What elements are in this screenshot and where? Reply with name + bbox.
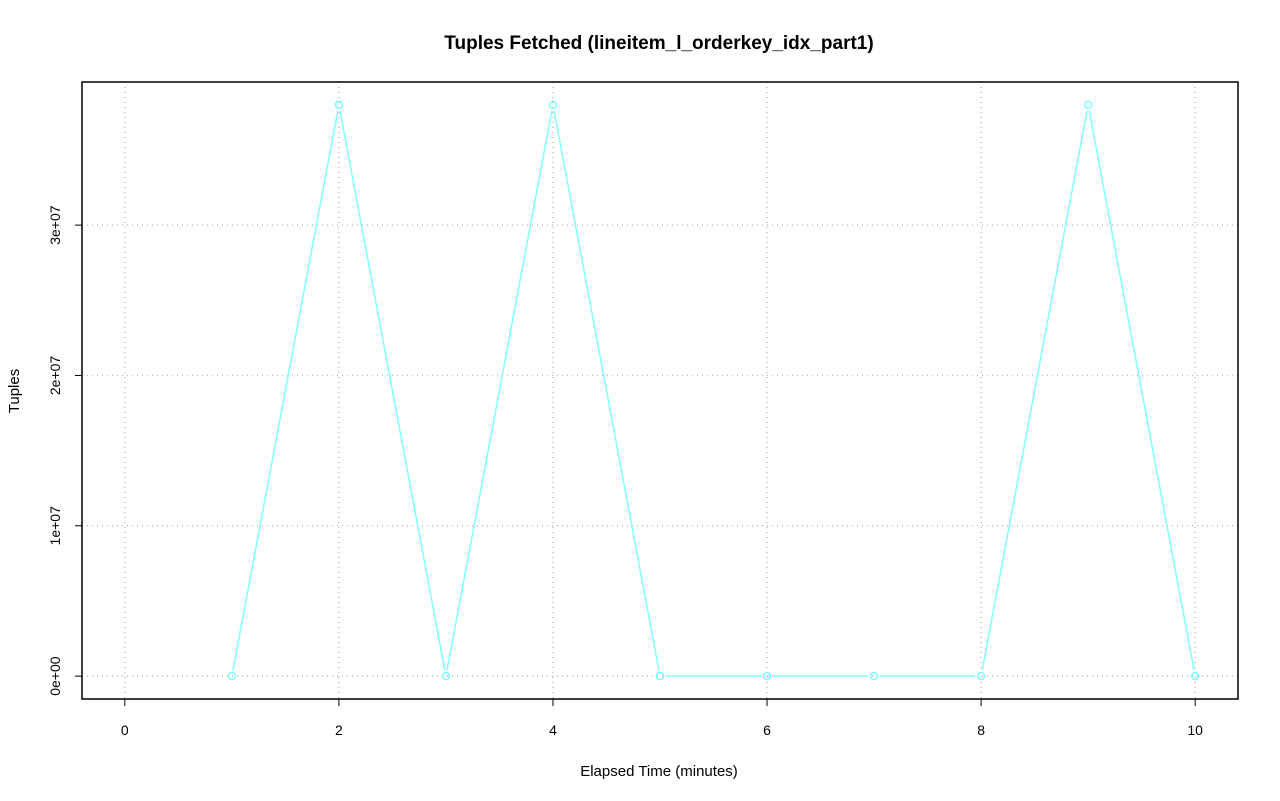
x-axis: 0 2 4 6 8 10 [121,698,1203,738]
data-point [548,100,558,110]
line-segment [553,110,660,671]
y-tick-label: 1e+07 [47,506,63,546]
line-segment [232,110,339,671]
x-tick-label: 2 [335,722,343,738]
line-segment [339,110,446,671]
data-point [227,671,237,681]
data-point [976,671,986,681]
x-tick-label: 6 [763,722,771,738]
grid [82,82,1238,699]
y-axis: 0e+00 1e+07 2e+07 3e+07 [47,205,83,696]
data-point [655,671,665,681]
series-line [227,100,1200,681]
x-axis-label: Elapsed Time (minutes) [580,763,738,780]
x-tick-label: 0 [121,722,129,738]
x-tick-label: 10 [1187,722,1203,738]
data-point [762,671,772,681]
data-point [441,671,451,681]
y-tick-label: 2e+07 [47,356,63,396]
data-point [334,100,344,110]
line-segment [1088,110,1195,671]
data-point [1083,100,1093,110]
y-axis-label: Tuples [6,369,23,413]
data-point [1190,671,1200,681]
plot-frame [81,81,1239,700]
line-segment [981,110,1088,671]
data-point [869,671,879,681]
y-tick-label: 0e+00 [47,656,63,696]
line-segment [446,110,553,671]
chart-title: Tuples Fetched (lineitem_l_orderkey_idx_… [444,33,873,54]
x-tick-label: 8 [977,722,985,738]
x-tick-label: 4 [549,722,557,738]
y-tick-label: 3e+07 [47,205,63,245]
